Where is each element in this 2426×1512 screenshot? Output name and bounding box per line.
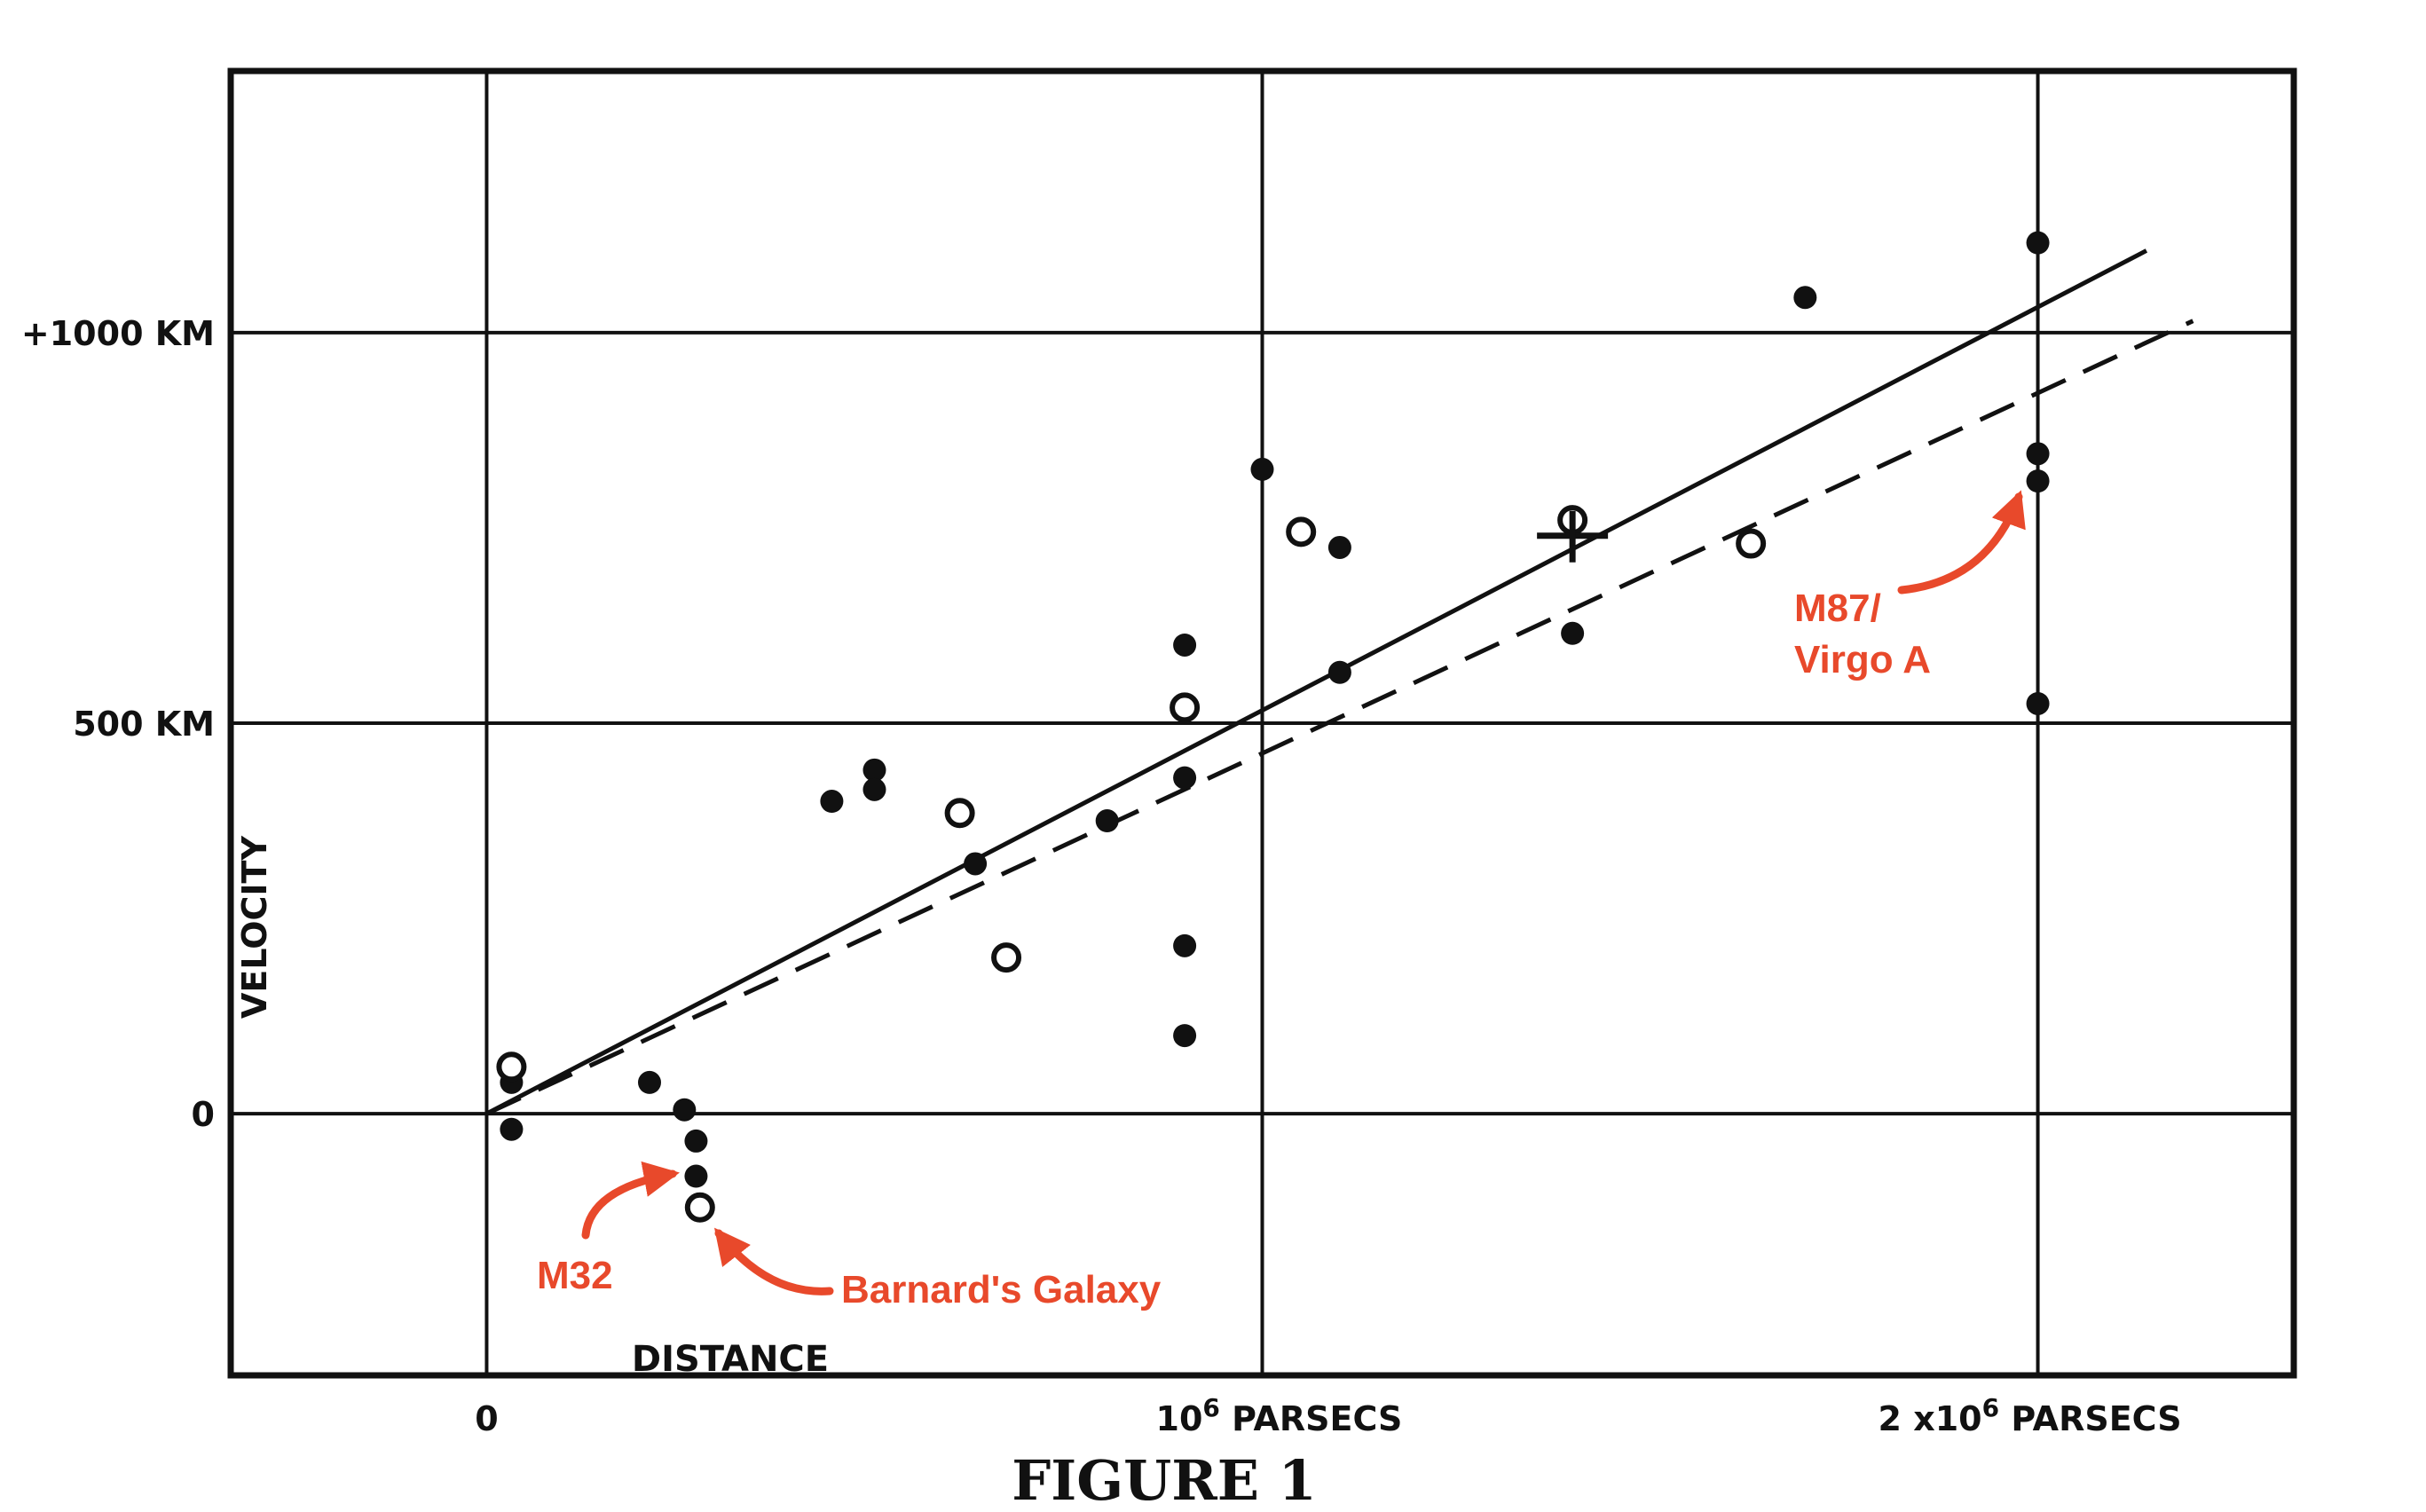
- data-point-open: [1286, 516, 1317, 547]
- data-point-filled: [820, 790, 844, 814]
- data-points: [496, 231, 2050, 1223]
- y-tick-label: +1000 KM: [21, 314, 215, 353]
- barnards-label: Barnard's Galaxy: [841, 1268, 1162, 1311]
- data-point-filled: [964, 852, 988, 876]
- data-point-filled: [684, 1129, 708, 1153]
- data-point-filled: [637, 1070, 661, 1094]
- y-tick-label: 0: [192, 1095, 215, 1134]
- data-point-filled: [500, 1117, 524, 1141]
- data-point-filled: [2026, 231, 2050, 255]
- figure-title: FIGURE 1: [1012, 1448, 1317, 1512]
- data-point-open: [991, 942, 1022, 973]
- data-point-cross: [1537, 510, 1609, 563]
- fit-line-solid: [485, 248, 2148, 1116]
- tick-labels: 0 500 KM +1000 KM 0 106 PARSECS 2 x106 PARSEC…: [21, 314, 2182, 1438]
- data-point-filled: [1250, 457, 1274, 481]
- m87-label-line1: M87/: [1794, 587, 1881, 630]
- x-tick-label: 106 PARSECS: [1156, 1393, 1403, 1438]
- data-point-filled: [1173, 933, 1197, 957]
- annotation-m32: M32: [537, 1161, 680, 1297]
- data-point-filled: [1173, 1024, 1197, 1048]
- fit-line-dashed: [485, 319, 2194, 1116]
- data-point-filled: [2026, 469, 2050, 493]
- x-axis-label: DISTANCE: [632, 1339, 829, 1380]
- m32-arrow: [581, 1161, 680, 1240]
- data-point-open: [1170, 692, 1201, 723]
- data-point-filled: [2026, 691, 2050, 715]
- x-tick-label: 0: [475, 1399, 498, 1438]
- data-point-filled: [1327, 660, 1351, 684]
- y-tick-label: 500 KM: [73, 705, 215, 744]
- barnards-arrow: [713, 1227, 834, 1295]
- data-point-filled: [1327, 535, 1351, 559]
- m87-arrow: [1897, 490, 2026, 595]
- data-point-filled: [1095, 809, 1119, 833]
- data-point-open: [684, 1192, 715, 1223]
- m87-label-line2: Virgo A: [1794, 638, 1931, 681]
- data-point-filled: [673, 1098, 697, 1122]
- data-point-open: [1736, 528, 1767, 559]
- data-point-filled: [1561, 621, 1585, 645]
- data-point-filled: [862, 777, 886, 801]
- data-point-filled: [862, 758, 886, 782]
- data-point-filled: [1173, 633, 1197, 657]
- y-axis-label: VELOCITY: [235, 836, 274, 1019]
- data-point-filled: [2026, 442, 2050, 466]
- annotation-barnards-galaxy: Barnard's Galaxy: [713, 1227, 1162, 1311]
- data-point-open: [944, 798, 975, 829]
- m32-label: M32: [537, 1254, 613, 1297]
- data-point-filled: [684, 1164, 708, 1188]
- annotation-m87: M87/ Virgo A: [1794, 490, 2026, 681]
- grid: [231, 71, 2294, 1375]
- data-point-filled: [1793, 286, 1817, 310]
- x-tick-label: 2 x106 PARSECS: [1879, 1393, 2182, 1438]
- data-point-open: [496, 1051, 527, 1083]
- plot-frame: [227, 67, 2297, 1379]
- fit-lines: [485, 248, 2194, 1116]
- data-point-filled: [1173, 766, 1197, 790]
